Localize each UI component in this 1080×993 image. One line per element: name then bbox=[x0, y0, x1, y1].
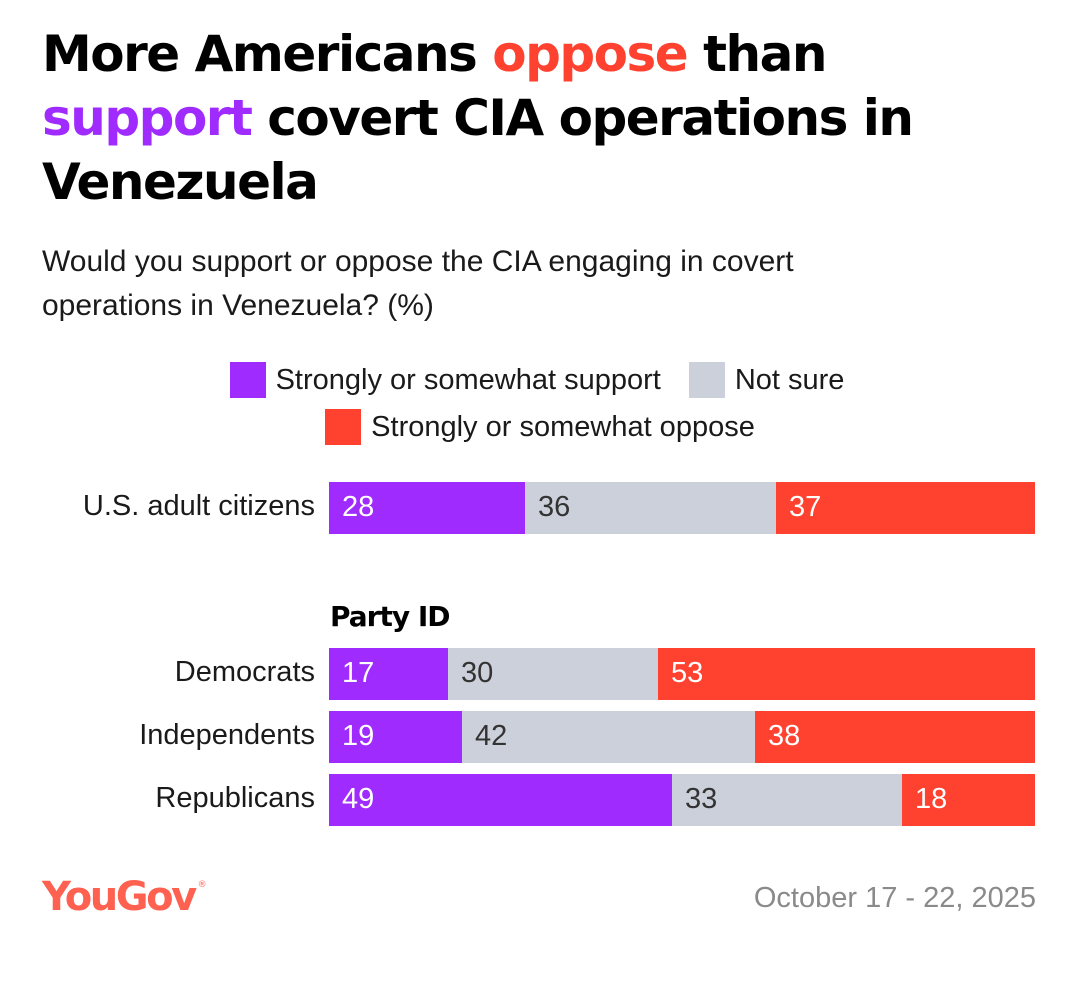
data-label: 19 bbox=[342, 720, 375, 752]
data-label: 28 bbox=[342, 491, 375, 523]
bar-segment-support bbox=[329, 482, 525, 534]
legend-swatch-not-sure bbox=[688, 362, 725, 398]
title-highlight-support: support bbox=[42, 89, 253, 147]
bar-segment-not-sure bbox=[448, 648, 658, 700]
bar-segment-support bbox=[329, 648, 448, 700]
data-label: 33 bbox=[685, 783, 718, 815]
data-label: 37 bbox=[789, 491, 822, 523]
data-label: 30 bbox=[461, 657, 494, 689]
legend: Strongly or somewhat support Not sure bbox=[0, 362, 1077, 398]
yougov-logo: YouGov ® bbox=[42, 874, 207, 920]
chart-title: More Americans oppose than support cover… bbox=[42, 22, 942, 214]
legend-label: Not sure bbox=[734, 363, 845, 396]
title-highlight-oppose: oppose bbox=[492, 25, 688, 83]
bar-segment-oppose bbox=[902, 774, 1035, 826]
data-label: 17 bbox=[342, 657, 375, 689]
legend-item-oppose: Strongly or somewhat oppose bbox=[325, 409, 755, 445]
bar-segment-oppose bbox=[658, 648, 1035, 700]
data-label: 53 bbox=[671, 657, 704, 689]
legend-row-2: Strongly or somewhat oppose bbox=[0, 409, 1080, 445]
chart-subtitle: Would you support or oppose the CIA enga… bbox=[42, 245, 794, 322]
bar-segment-support bbox=[329, 711, 462, 763]
bar-segment-oppose bbox=[755, 711, 1035, 763]
title-part: More Americans bbox=[42, 25, 493, 83]
legend-swatch-support bbox=[229, 362, 266, 398]
data-label: 42 bbox=[475, 720, 508, 752]
data-label: 38 bbox=[768, 720, 801, 752]
registered-mark: ® bbox=[197, 880, 207, 890]
bar-segment-oppose bbox=[776, 482, 1035, 534]
bar-segment-not-sure bbox=[672, 774, 902, 826]
legend-item-support: Strongly or somewhat support bbox=[229, 362, 661, 398]
title-part: than bbox=[687, 25, 827, 83]
survey-date-range: October 17 - 22, 2025 bbox=[753, 882, 1036, 914]
legend-item-not-sure: Not sure bbox=[688, 362, 845, 398]
legend-label: Strongly or somewhat oppose bbox=[371, 410, 755, 443]
row-label-independents: Independents bbox=[139, 719, 315, 751]
legend-label: Strongly or somewhat support bbox=[275, 363, 661, 396]
data-label: 18 bbox=[915, 783, 948, 815]
data-label: 36 bbox=[538, 491, 571, 523]
legend-swatch-oppose bbox=[325, 409, 362, 445]
group-label-party-id: Party ID bbox=[330, 600, 451, 633]
data-label: 49 bbox=[342, 783, 375, 815]
title-part: covert CIA operations in Venezuela bbox=[42, 89, 914, 211]
bar-segment-not-sure bbox=[525, 482, 776, 534]
bar-segment-not-sure bbox=[462, 711, 755, 763]
bar-segment-support bbox=[329, 774, 672, 826]
row-label-democrats: Democrats bbox=[174, 656, 315, 688]
row-label-republicans: Republicans bbox=[155, 782, 315, 814]
row-label-u-s-adult-citizens: U.S. adult citizens bbox=[82, 490, 315, 522]
brand-name: YouGov bbox=[42, 874, 197, 920]
